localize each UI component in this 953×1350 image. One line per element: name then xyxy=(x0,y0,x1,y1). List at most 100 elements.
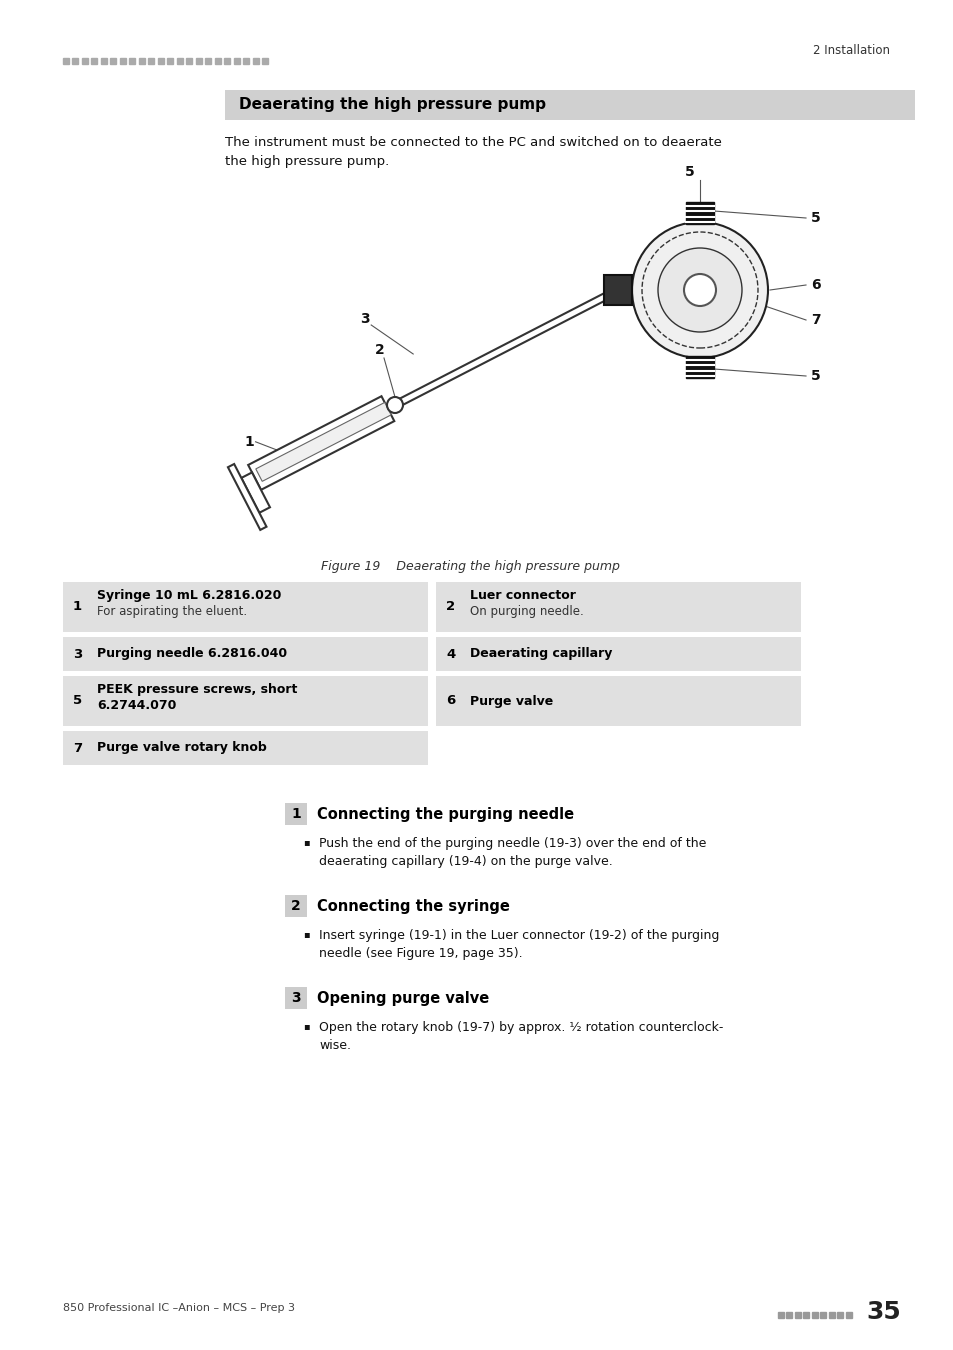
Text: PEEK pressure screws, short: PEEK pressure screws, short xyxy=(97,683,297,697)
Text: 3: 3 xyxy=(73,648,82,660)
Text: For aspirating the eluent.: For aspirating the eluent. xyxy=(97,605,247,618)
Bar xyxy=(130,58,135,63)
Bar xyxy=(158,58,164,63)
Circle shape xyxy=(658,248,741,332)
Text: Open the rotary knob (19-7) by approx. ½ rotation counterclock-: Open the rotary knob (19-7) by approx. ½… xyxy=(318,1021,722,1034)
Polygon shape xyxy=(255,402,391,482)
Text: 3: 3 xyxy=(291,991,300,1004)
Text: wise.: wise. xyxy=(318,1040,351,1052)
Bar xyxy=(811,1312,817,1318)
Bar xyxy=(111,58,116,63)
Bar xyxy=(149,58,154,63)
Text: 4: 4 xyxy=(446,648,455,660)
Bar xyxy=(436,582,801,632)
Text: 1: 1 xyxy=(73,601,82,613)
Text: 3: 3 xyxy=(360,312,370,325)
Text: 2: 2 xyxy=(375,343,384,356)
Text: ▪: ▪ xyxy=(303,1021,310,1031)
Text: Connecting the syringe: Connecting the syringe xyxy=(316,899,509,914)
Bar xyxy=(63,730,428,765)
Bar xyxy=(436,676,801,726)
Text: 2 Installation: 2 Installation xyxy=(812,45,889,57)
Text: On purging needle.: On purging needle. xyxy=(470,605,583,618)
Bar xyxy=(285,895,307,917)
Bar xyxy=(685,356,713,378)
Text: 6.2744.070: 6.2744.070 xyxy=(97,699,176,711)
Bar xyxy=(778,1312,783,1318)
Text: Purge valve rotary knob: Purge valve rotary knob xyxy=(97,741,267,755)
Bar xyxy=(101,58,107,63)
Text: Luer connector: Luer connector xyxy=(470,589,576,602)
Text: 2: 2 xyxy=(446,601,455,613)
Text: 5: 5 xyxy=(810,211,820,225)
Text: Deaerating capillary: Deaerating capillary xyxy=(470,648,612,660)
Text: 7: 7 xyxy=(73,741,82,755)
Text: 5: 5 xyxy=(810,369,820,383)
Bar xyxy=(794,1312,801,1318)
Bar xyxy=(82,58,88,63)
Bar xyxy=(243,58,250,63)
Bar xyxy=(837,1312,842,1318)
Text: deaerating capillary (19-4) on the purge valve.: deaerating capillary (19-4) on the purge… xyxy=(318,855,612,868)
Bar xyxy=(820,1312,825,1318)
Text: ▪: ▪ xyxy=(303,929,310,940)
Bar xyxy=(262,58,268,63)
Text: Push the end of the purging needle (19-3) over the end of the: Push the end of the purging needle (19-3… xyxy=(318,837,705,850)
Text: Syringe 10 mL 6.2816.020: Syringe 10 mL 6.2816.020 xyxy=(97,589,281,602)
Bar xyxy=(91,58,97,63)
Text: 5: 5 xyxy=(684,165,694,180)
Text: 35: 35 xyxy=(865,1300,900,1324)
Text: Figure 19    Deaerating the high pressure pump: Figure 19 Deaerating the high pressure p… xyxy=(320,560,618,572)
Circle shape xyxy=(631,221,767,358)
Bar xyxy=(603,275,631,305)
Text: ▪: ▪ xyxy=(303,837,310,846)
Bar xyxy=(828,1312,834,1318)
Text: the high pressure pump.: the high pressure pump. xyxy=(225,155,389,167)
Text: 1: 1 xyxy=(291,807,300,821)
Bar xyxy=(139,58,145,63)
Bar xyxy=(785,1312,792,1318)
Circle shape xyxy=(387,397,402,413)
Polygon shape xyxy=(228,464,266,531)
Bar xyxy=(436,637,801,671)
Text: Purge valve: Purge valve xyxy=(470,694,553,707)
Polygon shape xyxy=(248,396,394,490)
Bar xyxy=(285,803,307,825)
Text: needle (see Figure 19, page 35).: needle (see Figure 19, page 35). xyxy=(318,946,522,960)
Bar xyxy=(63,637,428,671)
Bar xyxy=(177,58,183,63)
Bar xyxy=(685,202,713,224)
Text: 850 Professional IC –Anion – MCS – Prep 3: 850 Professional IC –Anion – MCS – Prep … xyxy=(63,1303,294,1314)
Text: Opening purge valve: Opening purge valve xyxy=(316,991,489,1006)
Bar xyxy=(845,1312,851,1318)
Text: Connecting the purging needle: Connecting the purging needle xyxy=(316,806,574,822)
Bar xyxy=(63,582,428,632)
Bar xyxy=(285,987,307,1008)
Bar xyxy=(253,58,258,63)
Bar xyxy=(63,676,428,726)
Bar xyxy=(195,58,202,63)
Text: 7: 7 xyxy=(810,313,820,327)
Circle shape xyxy=(683,274,716,306)
Text: 2: 2 xyxy=(291,899,300,913)
Bar xyxy=(802,1312,809,1318)
Text: Purging needle 6.2816.040: Purging needle 6.2816.040 xyxy=(97,648,287,660)
Text: The instrument must be connected to the PC and switched on to deaerate: The instrument must be connected to the … xyxy=(225,136,721,148)
Bar xyxy=(72,58,78,63)
Text: 1: 1 xyxy=(244,435,254,448)
Text: 6: 6 xyxy=(810,278,820,292)
Bar xyxy=(120,58,126,63)
Text: Deaerating the high pressure pump: Deaerating the high pressure pump xyxy=(239,97,545,112)
Bar xyxy=(233,58,240,63)
Bar xyxy=(225,90,914,120)
Text: 5: 5 xyxy=(73,694,82,707)
Bar xyxy=(205,58,212,63)
Polygon shape xyxy=(241,472,270,513)
Bar xyxy=(168,58,173,63)
Bar xyxy=(224,58,231,63)
Text: 6: 6 xyxy=(446,694,455,707)
Text: Insert syringe (19-1) in the Luer connector (19-2) of the purging: Insert syringe (19-1) in the Luer connec… xyxy=(318,929,719,942)
Bar xyxy=(186,58,193,63)
Bar xyxy=(63,58,69,63)
Bar xyxy=(214,58,221,63)
